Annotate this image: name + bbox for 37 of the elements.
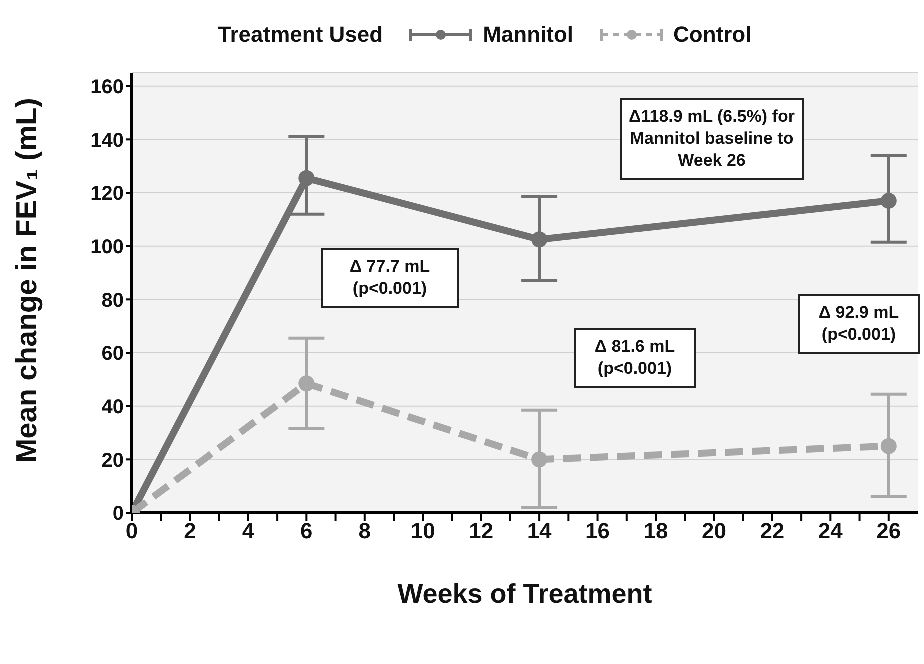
y-axis-title: Mean change in FEV₁ (mL) <box>11 98 44 463</box>
y-tick-label: 120 <box>90 183 124 206</box>
text-box: Δ 77.7 mL (p<0.001) <box>321 248 459 308</box>
point <box>298 170 315 186</box>
x-tick-label: 22 <box>760 518 785 544</box>
x-axis-title: Weeks of Treatment <box>398 579 652 609</box>
x-tick-label: 10 <box>410 518 436 544</box>
x-tick-label: 20 <box>702 518 726 544</box>
text-box: Δ 92.9 mL (p<0.001) <box>798 294 920 354</box>
x-tick-label: 8 <box>358 518 372 544</box>
x-tick-label: 2 <box>184 518 196 544</box>
x-tick-label: 16 <box>586 518 610 544</box>
point <box>298 376 315 392</box>
text-box: Δ118.9 mL (6.5%) for Mannitol baseline to Week 26 <box>620 98 804 180</box>
x-tick-label: 6 <box>300 518 313 544</box>
x-tick-label: 18 <box>644 518 668 544</box>
point <box>532 232 548 248</box>
legend-label: Mannitol <box>483 22 574 48</box>
legend-title: Treatment Used <box>218 22 384 48</box>
y-tick-label: 80 <box>102 290 124 312</box>
x-tick-label: 24 <box>818 518 844 544</box>
x-tick-label: 4 <box>242 518 256 544</box>
y-tick-label: 20 <box>102 450 124 472</box>
y-tick-label: 140 <box>90 130 124 152</box>
x-tick-label: 26 <box>876 518 902 544</box>
point <box>532 452 548 468</box>
point <box>880 438 897 454</box>
text-box: Δ 81.6 mL (p<0.001) <box>574 328 696 388</box>
x-tick-label: 14 <box>527 518 553 544</box>
y-tick-label: 60 <box>102 343 124 366</box>
point <box>880 193 897 209</box>
y-tick-label: 0 <box>112 503 124 526</box>
x-tick-label: 12 <box>469 518 494 544</box>
y-tick-label: 40 <box>102 396 124 418</box>
y-tick-label: 100 <box>90 236 124 258</box>
legend-label: Control <box>674 22 752 48</box>
y-tick-label: 160 <box>90 76 124 98</box>
